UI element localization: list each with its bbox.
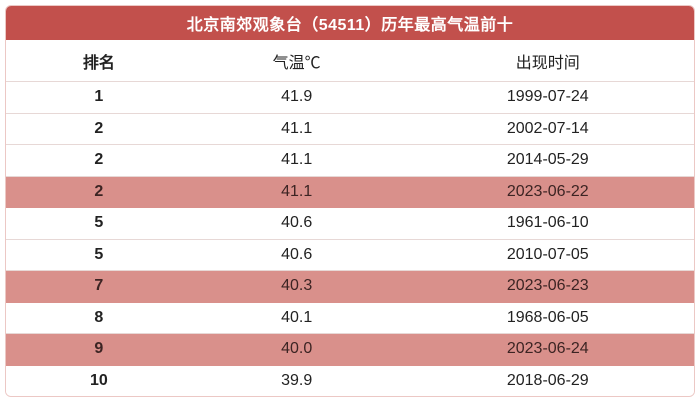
column-header-temp: 气温℃ (272, 54, 321, 72)
temp-cell: 40.0 (281, 340, 313, 358)
table-body: 1 41.9 1999-07-24 2 41.1 2002-07-14 2 41… (6, 82, 694, 396)
date-cell: 1961-06-10 (506, 214, 589, 232)
temp-cell: 41.1 (281, 151, 313, 169)
table-row: 8 40.1 1968-06-05 (6, 302, 694, 334)
temp-cell: 40.6 (281, 245, 313, 263)
rank-cell: 10 (89, 371, 108, 389)
table-column-header-row: 排名 气温℃ 出现时间 (6, 40, 694, 82)
rank-cell: 2 (94, 119, 104, 137)
rank-cell: 2 (94, 182, 104, 200)
temp-cell: 41.1 (281, 182, 313, 200)
date-cell: 1999-07-24 (506, 88, 589, 106)
date-cell: 2023-06-24 (506, 340, 589, 358)
date-cell: 2010-07-05 (506, 245, 589, 263)
rank-cell: 9 (94, 340, 104, 358)
temp-cell: 39.9 (281, 371, 313, 389)
column-header-rank: 排名 (82, 54, 115, 72)
rank-cell: 2 (94, 151, 104, 169)
table-row: 1 41.9 1999-07-24 (6, 82, 694, 114)
column-header-date: 出现时间 (515, 54, 580, 72)
table-row: 2 41.1 2014-05-29 (6, 145, 694, 177)
date-cell: 1968-06-05 (506, 308, 589, 326)
temp-cell: 40.6 (281, 214, 313, 232)
date-cell: 2018-06-29 (506, 371, 589, 389)
temp-cell: 41.1 (281, 119, 313, 137)
table-row: 2 41.1 2023-06-22 (6, 176, 694, 208)
table-row: 5 40.6 1961-06-10 (6, 208, 694, 240)
table-title: 北京南郊观象台（54511）历年最高气温前十 (6, 6, 694, 40)
table-row: 9 40.0 2023-06-24 (6, 334, 694, 366)
rank-cell: 5 (94, 245, 104, 263)
temp-cell: 40.1 (281, 308, 313, 326)
table-row: 7 40.3 2023-06-23 (6, 271, 694, 303)
temperature-record-table-card: 北京南郊观象台（54511）历年最高气温前十 排名 气温℃ 出现时间 1 41.… (5, 5, 695, 397)
date-cell: 2023-06-22 (506, 182, 589, 200)
table-row: 5 40.6 2010-07-05 (6, 239, 694, 271)
temp-cell: 40.3 (281, 277, 313, 295)
date-cell: 2002-07-14 (506, 119, 589, 137)
table-row: 10 39.9 2018-06-29 (6, 365, 694, 396)
date-cell: 2014-05-29 (506, 151, 589, 169)
rank-cell: 5 (94, 214, 104, 232)
table-row: 2 41.1 2002-07-14 (6, 113, 694, 145)
rank-cell: 8 (94, 308, 104, 326)
temp-cell: 41.9 (281, 88, 313, 106)
rank-cell: 1 (94, 88, 104, 106)
date-cell: 2023-06-23 (506, 277, 589, 295)
rank-cell: 7 (94, 277, 104, 295)
